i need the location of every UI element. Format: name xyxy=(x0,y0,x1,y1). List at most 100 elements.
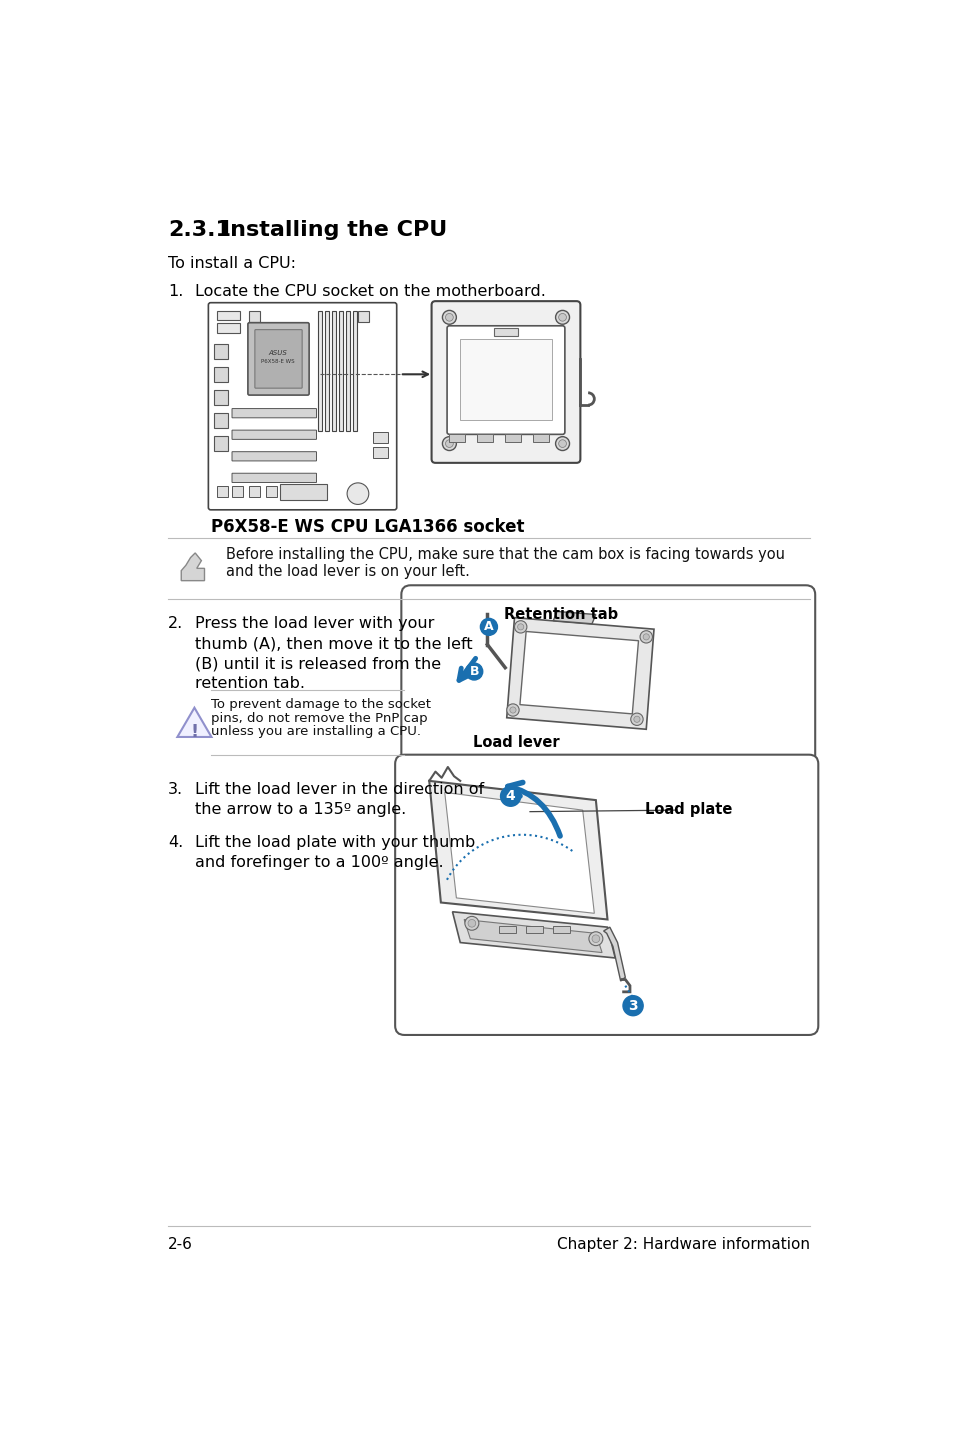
Bar xyxy=(476,434,493,441)
Bar xyxy=(249,311,260,322)
Circle shape xyxy=(514,621,526,633)
Text: Chapter 2: Hardware information: Chapter 2: Hardware information xyxy=(557,1237,809,1251)
Circle shape xyxy=(445,440,453,447)
Circle shape xyxy=(633,716,639,722)
Circle shape xyxy=(642,634,649,640)
Bar xyxy=(533,434,548,441)
FancyBboxPatch shape xyxy=(431,301,579,463)
Text: the arrow to a 135º angle.: the arrow to a 135º angle. xyxy=(195,802,406,817)
Bar xyxy=(266,486,277,496)
Bar xyxy=(233,486,243,496)
Bar xyxy=(216,324,240,332)
Circle shape xyxy=(442,437,456,450)
Text: Retention tab: Retention tab xyxy=(503,607,618,621)
Bar xyxy=(498,926,516,933)
Text: 2-6: 2-6 xyxy=(168,1237,193,1251)
Text: A: A xyxy=(483,620,494,633)
Polygon shape xyxy=(452,912,615,958)
Text: pins, do not remove the PnP cap: pins, do not remove the PnP cap xyxy=(211,712,427,725)
Bar xyxy=(332,311,335,430)
Bar xyxy=(317,311,322,430)
Text: P6X58-E WS CPU LGA1366 socket: P6X58-E WS CPU LGA1366 socket xyxy=(211,518,523,535)
Circle shape xyxy=(558,313,566,321)
Text: and forefinger to a 100º angle.: and forefinger to a 100º angle. xyxy=(195,854,443,870)
Circle shape xyxy=(630,713,642,725)
Bar xyxy=(249,486,260,496)
Text: Load lever: Load lever xyxy=(472,735,558,749)
FancyBboxPatch shape xyxy=(232,452,316,462)
Text: !: ! xyxy=(191,723,198,742)
Circle shape xyxy=(509,707,516,713)
Bar xyxy=(357,311,369,322)
Polygon shape xyxy=(553,611,596,624)
Text: ASUS: ASUS xyxy=(269,349,287,355)
Circle shape xyxy=(558,440,566,447)
Bar xyxy=(213,390,228,406)
Circle shape xyxy=(468,919,476,928)
Polygon shape xyxy=(429,781,607,919)
Circle shape xyxy=(517,624,523,630)
Text: unless you are installing a CPU.: unless you are installing a CPU. xyxy=(211,725,420,739)
Circle shape xyxy=(480,618,497,636)
Bar xyxy=(525,926,542,933)
Text: P6X58-E WS: P6X58-E WS xyxy=(261,360,294,364)
Bar xyxy=(213,436,228,452)
Circle shape xyxy=(445,313,453,321)
Bar xyxy=(338,311,343,430)
Text: 1.: 1. xyxy=(168,285,183,299)
Text: 4: 4 xyxy=(505,789,515,804)
Circle shape xyxy=(555,437,569,450)
Polygon shape xyxy=(603,928,624,981)
Bar xyxy=(373,431,388,443)
Text: B: B xyxy=(469,664,478,679)
Circle shape xyxy=(347,483,369,505)
Text: Lift the load lever in the direction of: Lift the load lever in the direction of xyxy=(195,782,484,798)
Text: Locate the CPU socket on the motherboard.: Locate the CPU socket on the motherboard… xyxy=(195,285,545,299)
Text: 2.3.1: 2.3.1 xyxy=(168,220,231,240)
Text: (B) until it is released from the: (B) until it is released from the xyxy=(195,656,441,672)
Circle shape xyxy=(639,631,652,643)
Bar xyxy=(353,311,356,430)
Circle shape xyxy=(442,311,456,324)
Bar xyxy=(213,413,228,429)
Circle shape xyxy=(555,311,569,324)
Polygon shape xyxy=(464,919,601,952)
Bar xyxy=(459,339,551,420)
Bar xyxy=(213,344,228,360)
Circle shape xyxy=(506,703,518,716)
FancyBboxPatch shape xyxy=(232,430,316,440)
Text: Load plate: Load plate xyxy=(644,802,731,817)
Text: 3: 3 xyxy=(628,999,638,1012)
Bar xyxy=(373,447,388,459)
FancyBboxPatch shape xyxy=(248,322,309,395)
FancyBboxPatch shape xyxy=(254,329,302,388)
Text: thumb (A), then move it to the left: thumb (A), then move it to the left xyxy=(195,636,473,651)
Bar xyxy=(216,486,228,496)
Bar xyxy=(280,485,327,500)
Text: To prevent damage to the socket: To prevent damage to the socket xyxy=(211,697,430,710)
FancyBboxPatch shape xyxy=(395,755,818,1035)
Text: retention tab.: retention tab. xyxy=(195,676,305,692)
Circle shape xyxy=(500,787,520,807)
Polygon shape xyxy=(177,707,212,736)
FancyBboxPatch shape xyxy=(208,302,396,510)
Bar xyxy=(449,434,464,441)
Text: Press the load lever with your: Press the load lever with your xyxy=(195,615,435,631)
Text: Before installing the CPU, make sure that the cam box is facing towards you
and : Before installing the CPU, make sure tha… xyxy=(226,546,784,580)
Circle shape xyxy=(464,916,478,930)
Text: 2.: 2. xyxy=(168,615,183,631)
Polygon shape xyxy=(519,631,638,713)
Bar xyxy=(553,926,570,933)
Circle shape xyxy=(592,935,599,942)
Bar xyxy=(505,434,520,441)
Circle shape xyxy=(588,932,602,946)
Text: 3.: 3. xyxy=(168,782,183,798)
Bar xyxy=(345,311,350,430)
FancyBboxPatch shape xyxy=(447,326,564,434)
FancyBboxPatch shape xyxy=(232,473,316,483)
Bar xyxy=(494,328,517,336)
Bar xyxy=(213,367,228,383)
Bar xyxy=(324,311,329,430)
Text: Installing the CPU: Installing the CPU xyxy=(222,220,447,240)
Polygon shape xyxy=(506,617,654,729)
